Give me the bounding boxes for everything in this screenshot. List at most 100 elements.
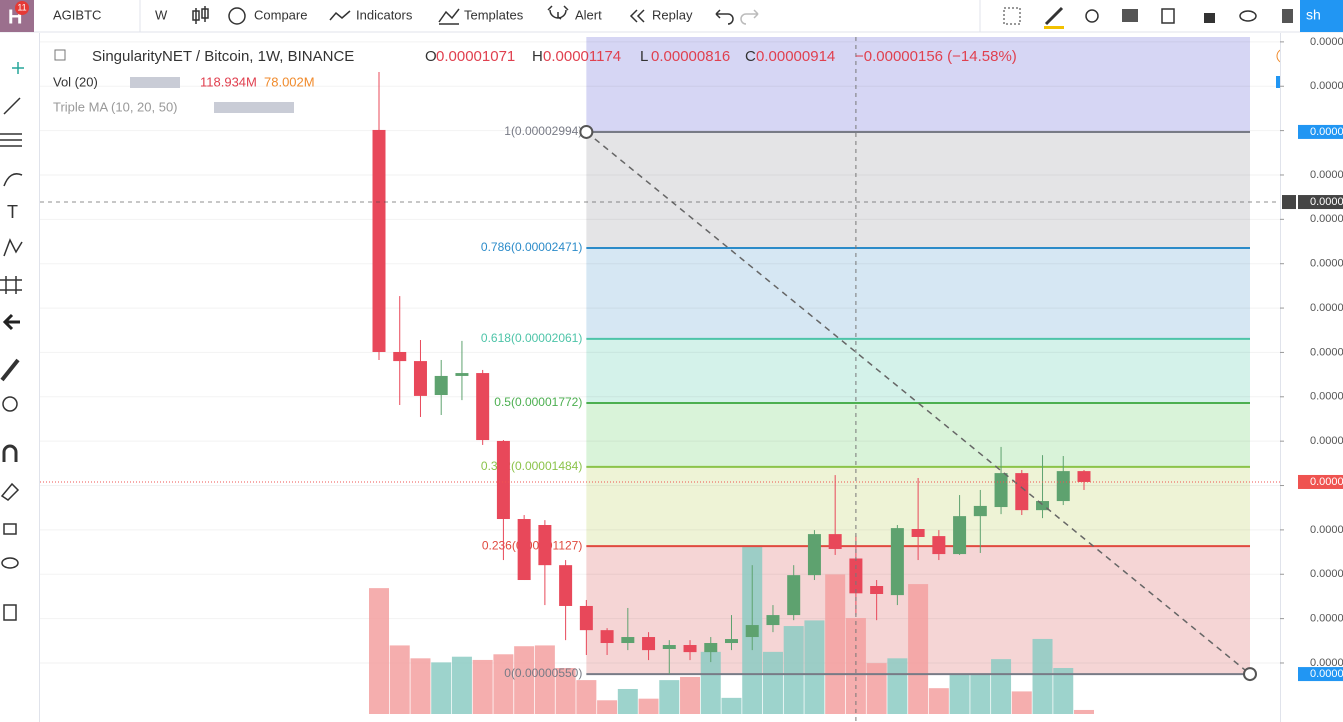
collapse-icon[interactable] — [54, 49, 66, 61]
volume-bar — [410, 658, 431, 714]
candle-body — [807, 534, 821, 576]
lock-icon[interactable] — [1204, 13, 1215, 23]
fib-tool[interactable] — [0, 133, 22, 147]
badge-count: 11 — [17, 2, 26, 12]
y-tick-label: 0.00000600 — [1310, 657, 1343, 669]
legend-value: 0.00000816 — [651, 48, 730, 65]
volume-bar — [514, 646, 535, 714]
legend-value: 0.00001071 — [436, 48, 515, 65]
pen-icon[interactable] — [1044, 6, 1064, 26]
toolbar-button[interactable]: Templates — [464, 7, 524, 22]
price-label-box — [1298, 195, 1343, 210]
volume-ma: 78.002M — [264, 74, 315, 89]
indicator-name: Triple MA (10, 20, 50) — [53, 99, 178, 114]
layout-icon[interactable] — [1122, 9, 1138, 22]
visibility-tool[interactable] — [1, 557, 19, 569]
volume-bar — [451, 656, 472, 714]
crosshair-button — [1282, 195, 1296, 210]
candle-body — [455, 373, 469, 376]
candle-body — [1056, 471, 1070, 502]
pattern-tool[interactable] — [3, 238, 23, 257]
candle-body — [579, 605, 593, 631]
prediction-tool[interactable] — [0, 276, 22, 294]
volume-bar — [680, 676, 701, 714]
volume-bar — [534, 645, 555, 714]
chart-type-icon[interactable] — [192, 6, 209, 24]
candle-body — [413, 361, 427, 396]
candle-body — [932, 536, 946, 555]
text-tool[interactable]: T — [7, 202, 18, 222]
undo-icon[interactable] — [715, 9, 734, 25]
y-tick-label: 0.00001600 — [1310, 435, 1343, 447]
trend-line-tool[interactable] — [3, 97, 21, 115]
legend-title: SingularityNET / Bitcoin, 1W, BINANCE — [92, 48, 354, 65]
fib-label: 0(0.00000550) — [504, 666, 582, 680]
alert-icon[interactable] — [547, 5, 569, 20]
lock-tool[interactable] — [3, 523, 17, 535]
toolbar-button[interactable]: Compare — [254, 7, 307, 22]
legend-controls[interactable] — [214, 102, 294, 113]
candle-body — [372, 129, 386, 352]
candle-body — [642, 637, 656, 651]
templates-icon[interactable] — [438, 8, 460, 25]
fib-zone — [586, 247, 1250, 339]
settings-icon[interactable] — [1085, 9, 1099, 23]
toolbar-button[interactable]: Indicators — [356, 7, 413, 22]
price-label: 0.00002678 — [1310, 196, 1343, 208]
redo-icon[interactable] — [740, 9, 759, 25]
copy-icon[interactable] — [1161, 8, 1175, 24]
crosshair-tool[interactable] — [12, 62, 24, 74]
legend-controls[interactable] — [130, 77, 180, 88]
candle-body — [953, 516, 967, 555]
volume-bar — [389, 645, 410, 714]
fib-label: 0.618(0.00002061) — [481, 331, 582, 345]
zoom-tool[interactable] — [2, 396, 18, 412]
volume-bar — [1011, 691, 1032, 714]
measure-tool[interactable] — [0, 358, 20, 382]
volume-bar — [908, 584, 929, 714]
publish-button[interactable] — [1300, 0, 1343, 32]
volume-bar — [949, 673, 970, 714]
price-label: 0.00000550 — [1310, 668, 1343, 680]
back-tool[interactable] — [2, 313, 20, 331]
candle-body — [517, 519, 531, 581]
candle-body — [434, 375, 448, 396]
indicators-icon[interactable] — [329, 10, 351, 21]
volume-bar — [659, 680, 680, 714]
magnet-tool[interactable] — [2, 444, 18, 462]
compare-icon[interactable] — [228, 7, 246, 25]
remove-tool[interactable] — [3, 604, 17, 621]
legend-value: 0.00000914 — [756, 48, 835, 65]
price-label-box — [1298, 124, 1343, 139]
volume-bar — [555, 668, 576, 714]
select-icon[interactable] — [1003, 7, 1021, 25]
volume-bar — [804, 620, 825, 714]
badge — [15, 1, 29, 15]
volume-bar — [431, 662, 452, 714]
fib-handle — [579, 124, 594, 139]
volume-name: Vol (20) — [53, 74, 98, 89]
candle-body — [994, 473, 1008, 508]
volume-bar — [638, 698, 659, 714]
fib-zone — [586, 403, 1250, 467]
eye-icon[interactable] — [1239, 10, 1257, 22]
volume-bar — [700, 651, 721, 714]
fib-zone — [586, 131, 1250, 248]
toolbar-button[interactable]: Replay — [652, 7, 693, 22]
legend-key: C — [745, 48, 756, 65]
volume-bar — [991, 659, 1012, 714]
symbol[interactable]: AGIBTC — [53, 7, 101, 22]
candle-body — [828, 534, 842, 549]
volume-bar — [617, 688, 638, 714]
y-tick-label: 0.00000800 — [1310, 613, 1343, 625]
trash-icon[interactable] — [1282, 9, 1293, 23]
replay-icon[interactable] — [629, 9, 645, 23]
price-label-box — [1298, 667, 1343, 682]
candle-body — [621, 637, 635, 644]
toolbar-button[interactable]: Alert — [575, 7, 602, 22]
interval[interactable]: W — [155, 7, 168, 22]
candle-body — [911, 529, 925, 537]
stay-drawing-tool[interactable] — [0, 482, 20, 501]
volume-bar — [576, 680, 597, 714]
brush-tool[interactable] — [3, 173, 23, 187]
